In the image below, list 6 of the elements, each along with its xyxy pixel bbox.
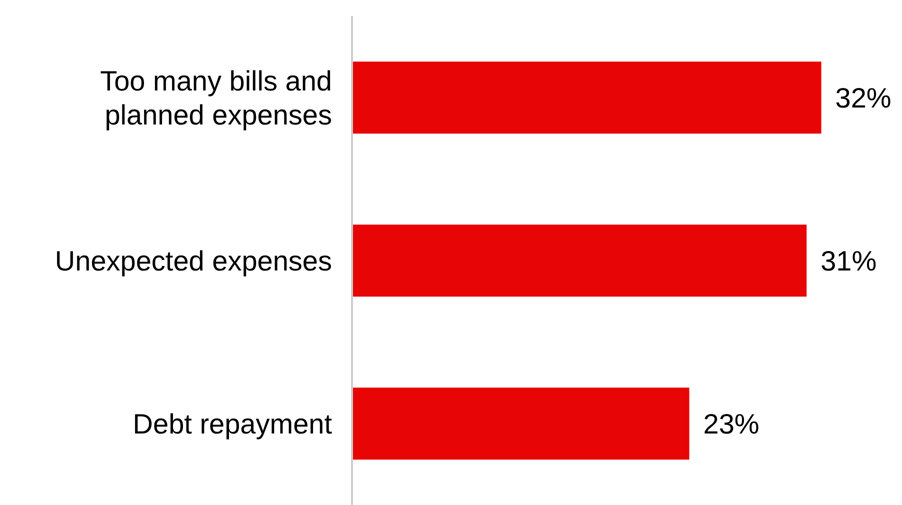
y-tick-label: Too many bills and planned expenses <box>100 65 332 130</box>
data-label: 23% <box>703 408 760 440</box>
y-tick-label: Unexpected expenses <box>54 245 332 276</box>
y-tick-label: Debt repayment <box>132 408 332 439</box>
data-label: 31% <box>820 246 877 277</box>
data-label: 32% <box>835 82 892 114</box>
